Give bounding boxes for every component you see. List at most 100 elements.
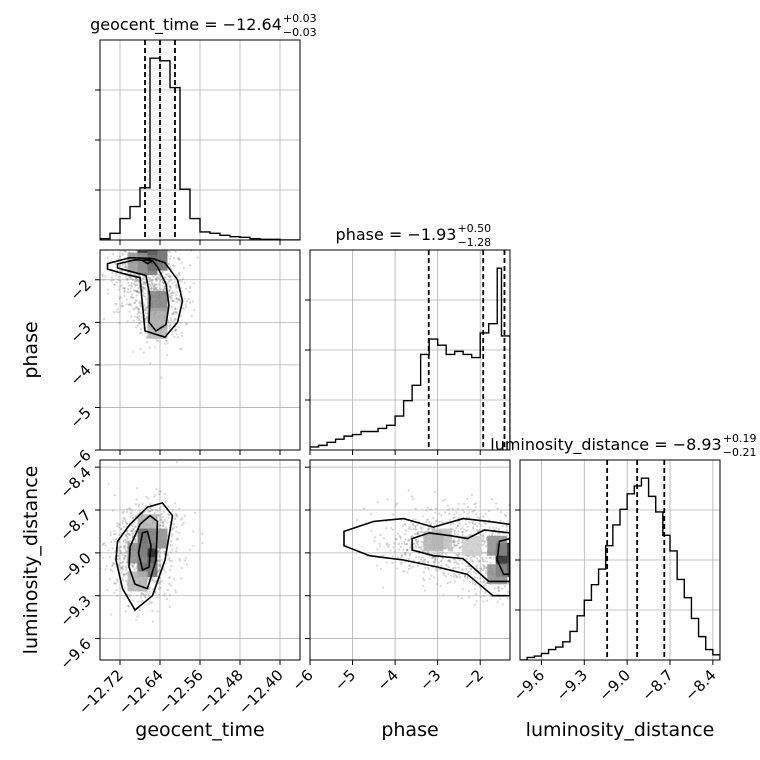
scatter-point [148, 276, 151, 279]
scatter-point [405, 549, 409, 552]
scatter-point [124, 265, 127, 268]
scatter-point [130, 284, 133, 287]
panel-background [310, 460, 510, 660]
scatter-point [147, 282, 151, 285]
scatter-point [130, 530, 133, 533]
scatter-point [125, 298, 128, 301]
scatter-point [458, 546, 462, 549]
scatter-point [159, 586, 162, 589]
scatter-point [123, 290, 126, 293]
scatter-point [475, 525, 479, 528]
scatter-point [150, 279, 153, 283]
scatter-point [170, 294, 173, 297]
scatter-point [122, 575, 125, 578]
scatter-point [167, 558, 170, 561]
scatter-point [484, 583, 487, 587]
scatter-point [125, 278, 128, 281]
scatter-point [510, 504, 512, 506]
scatter-point [414, 546, 418, 549]
scatter-point [495, 527, 498, 530]
scatter-point [453, 573, 456, 576]
scatter-point [468, 580, 471, 584]
scatter-point [140, 593, 143, 597]
scatter-point [131, 535, 135, 538]
scatter-point [148, 586, 151, 589]
scatter-point [174, 328, 178, 331]
scatter-point [410, 495, 414, 498]
scatter-point [102, 278, 106, 281]
scatter-point [420, 556, 423, 559]
scatter-point [171, 282, 174, 285]
scatter-point [415, 541, 418, 544]
scatter-point [118, 296, 121, 299]
scatter-point [139, 348, 142, 351]
scatter-point [475, 564, 478, 567]
scatter-point [480, 524, 483, 527]
scatter-point [160, 376, 163, 379]
scatter-point [421, 561, 424, 564]
scatter-point [423, 589, 427, 592]
scatter-point [118, 285, 122, 288]
scatter-point [517, 572, 519, 574]
scatter-point [391, 528, 394, 531]
scatter-point [101, 543, 104, 546]
scatter-point [173, 264, 176, 268]
scatter-point [124, 250, 128, 253]
scatter-point [138, 247, 140, 249]
scatter-point [128, 251, 131, 254]
scatter-point [179, 518, 183, 521]
scatter-point [174, 284, 177, 287]
scatter-point [458, 573, 461, 577]
scatter-point [118, 523, 121, 526]
x-axis-label-geocent_time: geocent_time [135, 719, 264, 741]
scatter-point [183, 559, 187, 562]
scatter-point [124, 245, 126, 247]
scatter-point [170, 533, 174, 536]
scatter-point [122, 540, 126, 543]
scatter-point [134, 503, 138, 506]
scatter-point [166, 512, 170, 515]
scatter-point [172, 312, 175, 316]
scatter-point [170, 312, 174, 315]
scatter-point [107, 482, 110, 485]
scatter-point [135, 280, 138, 283]
scatter-point [127, 605, 131, 608]
scatter-point [137, 292, 141, 295]
scatter-point [117, 540, 121, 544]
scatter-point [109, 568, 112, 571]
scatter-point [468, 565, 471, 568]
scatter-point [447, 566, 451, 569]
scatter-point [452, 566, 455, 570]
scatter-point [172, 577, 176, 580]
scatter-point [504, 514, 508, 518]
scatter-point [189, 287, 192, 290]
scatter-point [120, 562, 123, 565]
panel-content [100, 40, 720, 660]
scatter-point [159, 516, 163, 519]
scatter-point [144, 332, 147, 335]
scatter-point [179, 301, 182, 304]
scatter-point [126, 605, 130, 608]
scatter-point [133, 282, 136, 285]
y-tick-label-phase: −4 [66, 361, 94, 389]
scatter-point [141, 288, 144, 291]
scatter-point [110, 276, 113, 279]
scatter-point [129, 511, 132, 515]
scatter-point [145, 309, 148, 312]
scatter-point [412, 542, 415, 545]
scatter-point [163, 287, 166, 290]
scatter-point [464, 574, 467, 578]
scatter-point [131, 527, 135, 531]
scatter-point [466, 529, 469, 532]
scatter-point [169, 296, 172, 299]
histogram-geocent_time [100, 57, 300, 240]
scatter-point [127, 541, 130, 544]
scatter-point [129, 295, 133, 298]
scatter-point [136, 290, 139, 293]
scatter-point [166, 589, 170, 592]
scatter-point [406, 548, 409, 551]
scatter-point [405, 542, 408, 546]
scatter-point [449, 580, 452, 583]
scatter-point [134, 541, 137, 544]
